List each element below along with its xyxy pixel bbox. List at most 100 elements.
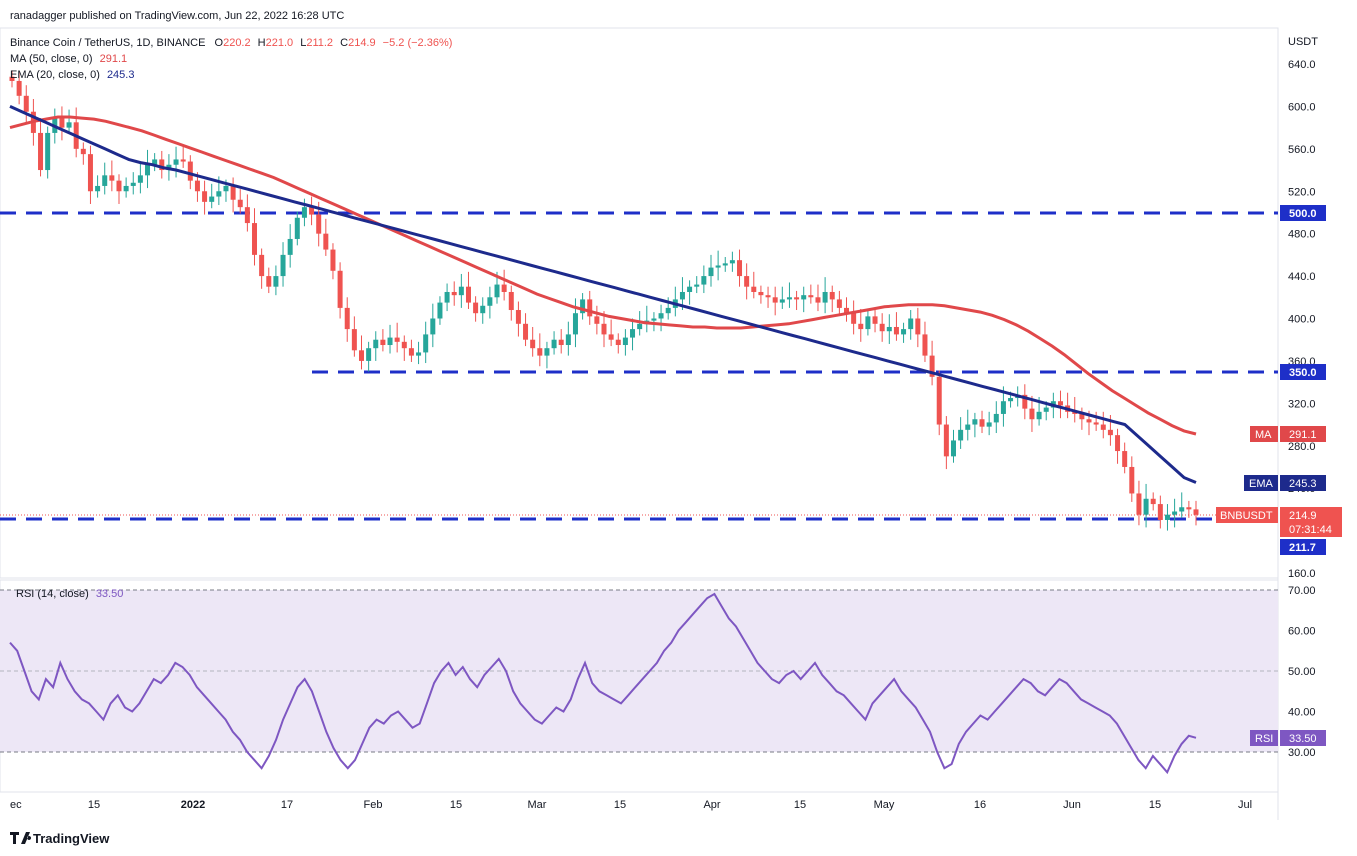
candle-body bbox=[23, 95, 29, 112]
candle-body bbox=[651, 318, 657, 321]
candle-body bbox=[344, 307, 350, 330]
c-value: 214.9 bbox=[348, 37, 376, 49]
candle-body bbox=[1107, 429, 1113, 436]
candle-body bbox=[309, 207, 315, 215]
ema-price-text: 245.3 bbox=[1289, 478, 1317, 490]
time-tick-label: 15 bbox=[88, 799, 100, 811]
candle-body bbox=[401, 341, 407, 349]
price-tick-label: 160.0 bbox=[1288, 568, 1316, 580]
candle-body bbox=[844, 307, 850, 314]
tradingview-logo[interactable]: TradingView bbox=[10, 831, 110, 846]
candle-body bbox=[737, 260, 743, 277]
candle-body bbox=[523, 323, 529, 340]
tv-logo-text: TradingView bbox=[33, 831, 110, 846]
price-tick-label: 320.0 bbox=[1288, 398, 1316, 410]
candle-body bbox=[1172, 511, 1178, 515]
candle-body bbox=[230, 185, 236, 200]
ma-tag-box bbox=[1250, 426, 1278, 442]
time-tick-label: May bbox=[874, 799, 895, 811]
candle-body bbox=[102, 175, 108, 186]
candle-body bbox=[572, 313, 578, 335]
time-tick-label: 16 bbox=[974, 799, 986, 811]
candle-body bbox=[1072, 411, 1078, 414]
candle-body bbox=[715, 265, 721, 268]
candle-body bbox=[772, 297, 778, 303]
ema-tag-box bbox=[1244, 475, 1278, 491]
publisher-line: ranadagger published on TradingView.com,… bbox=[10, 10, 344, 22]
candle-body bbox=[259, 254, 265, 277]
candle-body bbox=[915, 318, 921, 335]
candle-body bbox=[252, 223, 258, 255]
candle-body bbox=[993, 413, 999, 423]
candle-body bbox=[722, 263, 728, 266]
rsi-tick-label: 70.00 bbox=[1288, 585, 1316, 597]
o-value: 220.2 bbox=[223, 37, 251, 49]
candle-body bbox=[202, 191, 208, 202]
o-label: O bbox=[215, 37, 224, 49]
price-pane-border bbox=[0, 27, 1279, 579]
time-tick-label: 15 bbox=[614, 799, 626, 811]
time-tick-label: Apr bbox=[703, 799, 720, 811]
candle-body bbox=[1143, 498, 1149, 515]
candle-body bbox=[373, 339, 379, 349]
price-tick-label: 400.0 bbox=[1288, 314, 1316, 326]
candle-body bbox=[45, 132, 51, 171]
candle-body bbox=[608, 334, 614, 340]
candle-body bbox=[209, 196, 215, 202]
candle-body bbox=[351, 329, 357, 351]
ma-value: 291.1 bbox=[100, 53, 128, 65]
candle-body bbox=[38, 132, 44, 171]
h-label: H bbox=[258, 37, 266, 49]
ma-price-box bbox=[1280, 426, 1326, 442]
candle-body bbox=[829, 291, 835, 300]
candle-body bbox=[601, 323, 607, 335]
candle-body bbox=[480, 305, 486, 314]
candle-body bbox=[1022, 394, 1028, 409]
time-tick-label: 17 bbox=[281, 799, 293, 811]
candle-body bbox=[943, 424, 949, 457]
candle-body bbox=[244, 207, 250, 224]
candle-body bbox=[708, 267, 714, 277]
symbol-tag-box bbox=[1216, 507, 1278, 523]
candle-body bbox=[1193, 509, 1199, 515]
candle-body bbox=[316, 214, 322, 234]
candle-body bbox=[280, 254, 286, 277]
candle-body bbox=[473, 302, 479, 314]
candle-body bbox=[337, 270, 343, 308]
rsi-tick-label: 60.00 bbox=[1288, 626, 1316, 638]
time-axis[interactable]: ec 15 2022 17 Feb 15 Mar 15 Apr 15 May 16 Jun 15 Jul bbox=[10, 799, 1252, 811]
candle-body bbox=[558, 339, 564, 346]
candle-body bbox=[1100, 424, 1106, 430]
price-tick-label: 560.0 bbox=[1288, 144, 1316, 156]
candle-body bbox=[394, 337, 400, 342]
candle-body bbox=[544, 348, 550, 356]
candle-body bbox=[1036, 411, 1042, 420]
rsi-axis[interactable]: 70.00 60.00 50.00 40.00 30.00 bbox=[1288, 585, 1316, 759]
rsi-value-box bbox=[1280, 730, 1326, 746]
candle-body bbox=[665, 307, 671, 314]
tag-211-box bbox=[1280, 539, 1326, 555]
candle-body bbox=[679, 291, 685, 300]
candle-body bbox=[137, 175, 143, 183]
currency-label: USDT bbox=[1288, 36, 1318, 48]
time-tick-label: Jun bbox=[1063, 799, 1081, 811]
candle-body bbox=[1164, 514, 1170, 520]
ma-tag-text: MA bbox=[1255, 429, 1272, 441]
time-tick-label: Feb bbox=[364, 799, 383, 811]
candle-body bbox=[66, 122, 72, 128]
ma50-line bbox=[9, 115, 1197, 436]
candle-body bbox=[380, 339, 386, 346]
candle-body bbox=[9, 76, 15, 81]
candle-body bbox=[1136, 493, 1142, 515]
candle-body bbox=[1179, 507, 1185, 512]
candle-body bbox=[87, 154, 93, 192]
candle-body bbox=[751, 286, 757, 292]
candle-body bbox=[1000, 401, 1006, 414]
price-axis[interactable]: 640.0600.0560.0520.0480.0440.0400.0360.0… bbox=[1288, 59, 1316, 580]
candle-body bbox=[801, 295, 807, 300]
candle-body bbox=[387, 337, 393, 346]
countdown-text: 07:31:44 bbox=[1289, 524, 1332, 536]
candle-body bbox=[594, 316, 600, 324]
candle-body bbox=[922, 334, 928, 356]
